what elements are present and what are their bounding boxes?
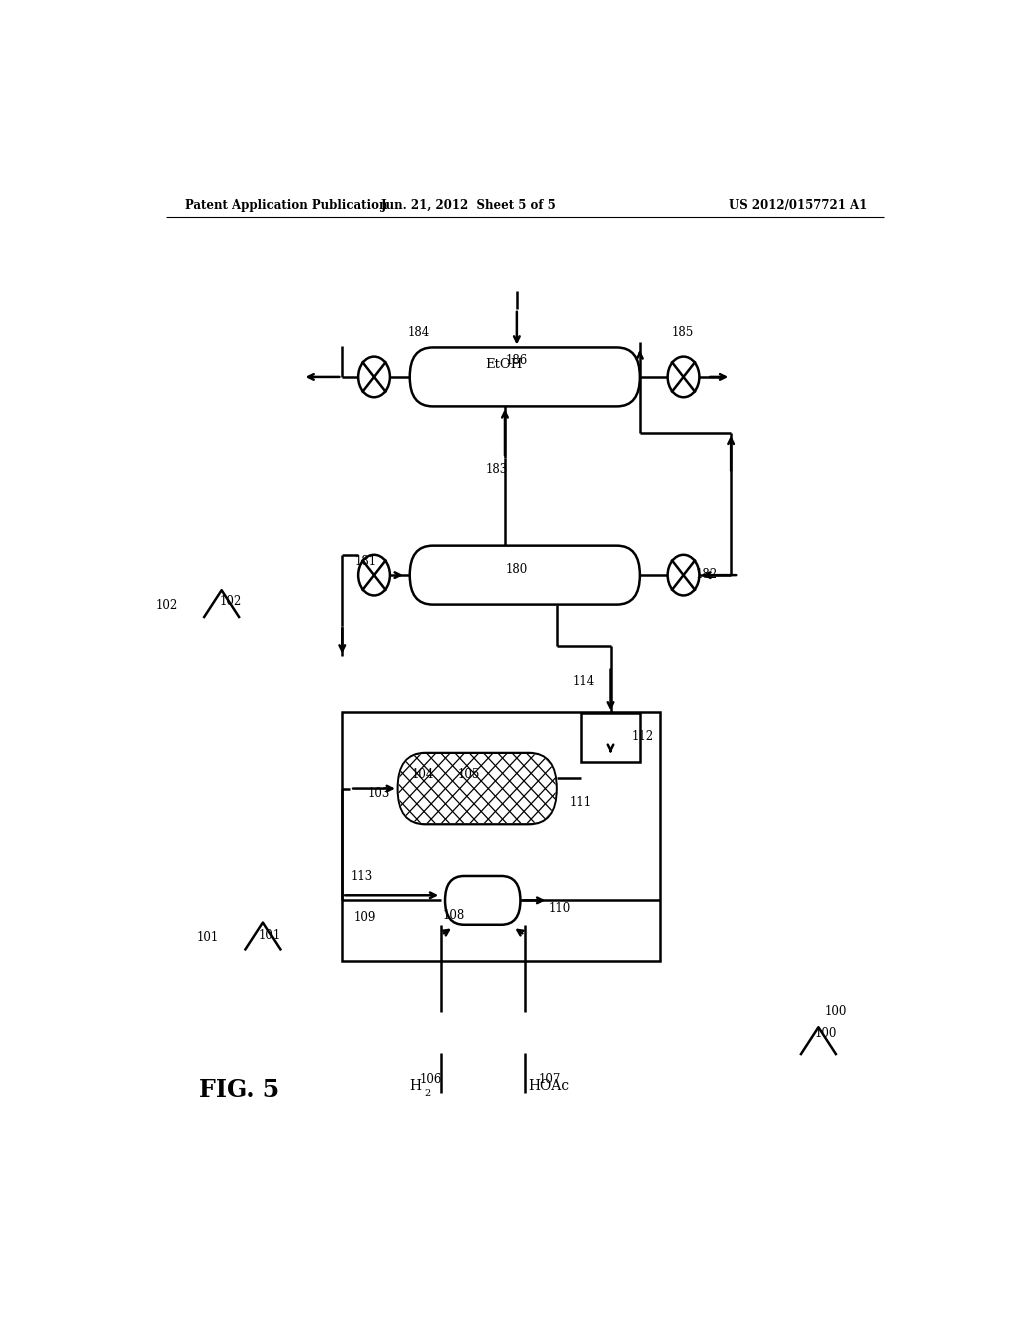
Text: Patent Application Publication: Patent Application Publication bbox=[185, 198, 388, 211]
Text: Jun. 21, 2012  Sheet 5 of 5: Jun. 21, 2012 Sheet 5 of 5 bbox=[381, 198, 557, 211]
Text: 181: 181 bbox=[354, 554, 376, 568]
Text: 183: 183 bbox=[486, 463, 508, 477]
Bar bbox=[581, 713, 640, 762]
Text: 110: 110 bbox=[549, 903, 570, 915]
FancyBboxPatch shape bbox=[397, 752, 557, 824]
Text: 186: 186 bbox=[506, 354, 528, 367]
Text: 112: 112 bbox=[632, 730, 654, 743]
Circle shape bbox=[668, 356, 699, 397]
Text: 113: 113 bbox=[350, 870, 373, 883]
Text: 109: 109 bbox=[353, 911, 376, 924]
Text: 101: 101 bbox=[259, 929, 282, 942]
Text: 184: 184 bbox=[408, 326, 430, 339]
Circle shape bbox=[358, 356, 390, 397]
FancyBboxPatch shape bbox=[398, 754, 556, 824]
Text: 103: 103 bbox=[368, 787, 390, 800]
Text: 182: 182 bbox=[695, 568, 718, 581]
Text: 101: 101 bbox=[197, 931, 219, 944]
Text: HOAc: HOAc bbox=[528, 1080, 570, 1093]
Text: 180: 180 bbox=[506, 562, 528, 576]
Text: EtOH: EtOH bbox=[485, 358, 522, 371]
Text: 108: 108 bbox=[443, 908, 465, 921]
Bar bbox=[342, 713, 659, 961]
Circle shape bbox=[358, 554, 390, 595]
Text: 100: 100 bbox=[814, 1027, 837, 1040]
Text: FIG. 5: FIG. 5 bbox=[200, 1078, 280, 1102]
Circle shape bbox=[668, 554, 699, 595]
Text: 105: 105 bbox=[458, 768, 479, 781]
Text: 102: 102 bbox=[219, 595, 242, 609]
Text: 100: 100 bbox=[824, 1006, 847, 1018]
Text: US 2012/0157721 A1: US 2012/0157721 A1 bbox=[729, 198, 867, 211]
Text: 107: 107 bbox=[539, 1073, 561, 1086]
Text: 102: 102 bbox=[156, 598, 178, 611]
Text: 185: 185 bbox=[672, 326, 694, 339]
FancyBboxPatch shape bbox=[445, 876, 520, 925]
Text: H: H bbox=[410, 1080, 422, 1093]
Text: 104: 104 bbox=[412, 768, 434, 781]
Text: 111: 111 bbox=[569, 796, 592, 809]
Text: 106: 106 bbox=[420, 1073, 442, 1086]
Text: 114: 114 bbox=[572, 675, 595, 688]
FancyBboxPatch shape bbox=[410, 347, 640, 407]
FancyBboxPatch shape bbox=[410, 545, 640, 605]
Text: 2: 2 bbox=[424, 1089, 430, 1098]
